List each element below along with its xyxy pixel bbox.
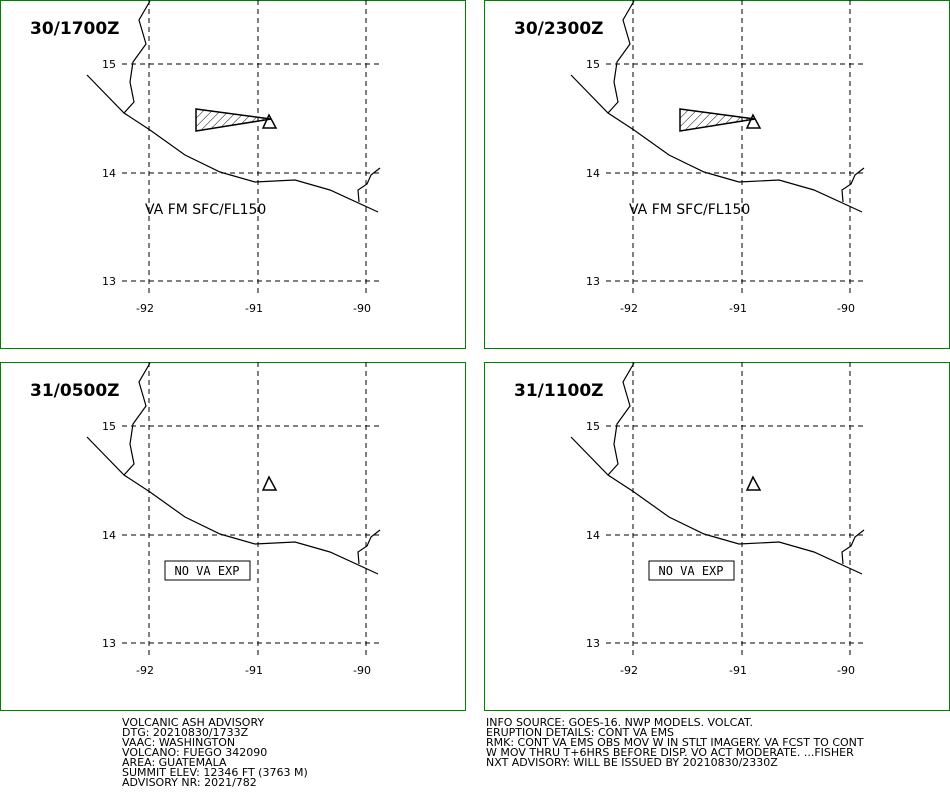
- panel-border: [0, 0, 466, 349]
- ash-annotation: VA FM SFC/FL150: [145, 202, 266, 218]
- ash-annotation: NO VA EXP: [658, 564, 723, 578]
- ash-area: [195, 108, 272, 132]
- lon-label: -92: [620, 664, 638, 677]
- advisory-line: ERUPTION DETAILS: CONT VA EMS: [486, 726, 674, 739]
- volcano-symbol: [261, 475, 278, 491]
- lat-label: 13: [102, 637, 116, 650]
- coastline: [86, 436, 379, 575]
- coastline: [570, 74, 863, 213]
- map-panel: 15 14 13 -92 -91 -90 30/2300Z VA FM SFC/FL150: [484, 0, 950, 349]
- coastline: [841, 167, 865, 203]
- advisory-line: NXT ADVISORY: WILL BE ISSUED BY 20210830…: [486, 756, 778, 769]
- lat-label: 14: [102, 167, 116, 180]
- ash-annotation: NO VA EXP: [174, 564, 239, 578]
- volcano-symbol: [261, 113, 278, 129]
- volcano-symbol: [745, 113, 762, 129]
- advisory-line: VAAC: WASHINGTON: [122, 736, 235, 749]
- lon-label: -92: [136, 664, 154, 677]
- map-panel: 15 14 13 -92 -91 -90 31/0500Z NO VA EXP: [0, 362, 466, 711]
- advisory-line: DTG: 20210830/1733Z: [122, 726, 249, 739]
- ash-area: [679, 108, 756, 132]
- coastline: [357, 529, 381, 565]
- annotation-box: [648, 560, 735, 581]
- lat-label: 13: [586, 275, 600, 288]
- lat-label: 13: [586, 637, 600, 650]
- valid-time: 30/1700Z: [30, 19, 120, 39]
- coastline: [607, 0, 635, 114]
- lon-label: -90: [837, 302, 855, 315]
- advisory-line: W MOV THRU T+6HRS BEFORE DISP. VO ACT MO…: [486, 746, 854, 759]
- lon-label: -92: [136, 302, 154, 315]
- map-panel: 15 14 13 -92 -91 -90 31/1100Z NO VA EXP: [484, 362, 950, 711]
- lat-label: 15: [586, 58, 600, 71]
- lon-label: -91: [245, 302, 263, 315]
- valid-time: 31/0500Z: [30, 381, 120, 401]
- panel-border: [484, 0, 950, 349]
- ash-annotation: VA FM SFC/FL150: [629, 202, 750, 218]
- lon-label: -92: [620, 302, 638, 315]
- valid-time: 31/1100Z: [514, 381, 604, 401]
- advisory-line: VOLCANIC ASH ADVISORY: [122, 716, 264, 729]
- advisory-line: RMK: CONT VA EMS OBS MOV W IN STLT IMAGE…: [486, 736, 864, 749]
- lon-label: -90: [353, 302, 371, 315]
- lat-label: 15: [586, 420, 600, 433]
- lon-label: -90: [837, 664, 855, 677]
- advisory-line: AREA: GUATEMALA: [122, 756, 227, 769]
- coastline: [570, 436, 863, 575]
- coastline: [86, 74, 379, 213]
- coastline: [607, 362, 635, 476]
- advisory-line: ADVISORY NR: 2021/782: [122, 776, 257, 789]
- panel-border: [484, 362, 950, 711]
- lat-label: 14: [102, 529, 116, 542]
- advisory-line: INFO SOURCE: GOES-16. NWP MODELS. VOLCAT…: [486, 716, 753, 729]
- lat-label: 13: [102, 275, 116, 288]
- lon-label: -90: [353, 664, 371, 677]
- advisory-line: VOLCANO: FUEGO 342090: [122, 746, 267, 759]
- lat-label: 14: [586, 167, 600, 180]
- panel-border: [0, 362, 466, 711]
- coastline: [123, 0, 151, 114]
- lat-label: 14: [586, 529, 600, 542]
- lat-label: 15: [102, 58, 116, 71]
- annotation-box: [164, 560, 251, 581]
- coastline: [123, 362, 151, 476]
- lon-label: -91: [245, 664, 263, 677]
- coastline: [357, 167, 381, 203]
- lon-label: -91: [729, 664, 747, 677]
- map-panel: 15 14 13 -92 -91 -90 30/1700Z VA FM SFC/FL150: [0, 0, 466, 349]
- valid-time: 30/2300Z: [514, 19, 604, 39]
- lon-label: -91: [729, 302, 747, 315]
- advisory-line: SUMMIT ELEV: 12346 FT (3763 M): [122, 766, 308, 779]
- volcano-symbol: [745, 475, 762, 491]
- coastline: [841, 529, 865, 565]
- lat-label: 15: [102, 420, 116, 433]
